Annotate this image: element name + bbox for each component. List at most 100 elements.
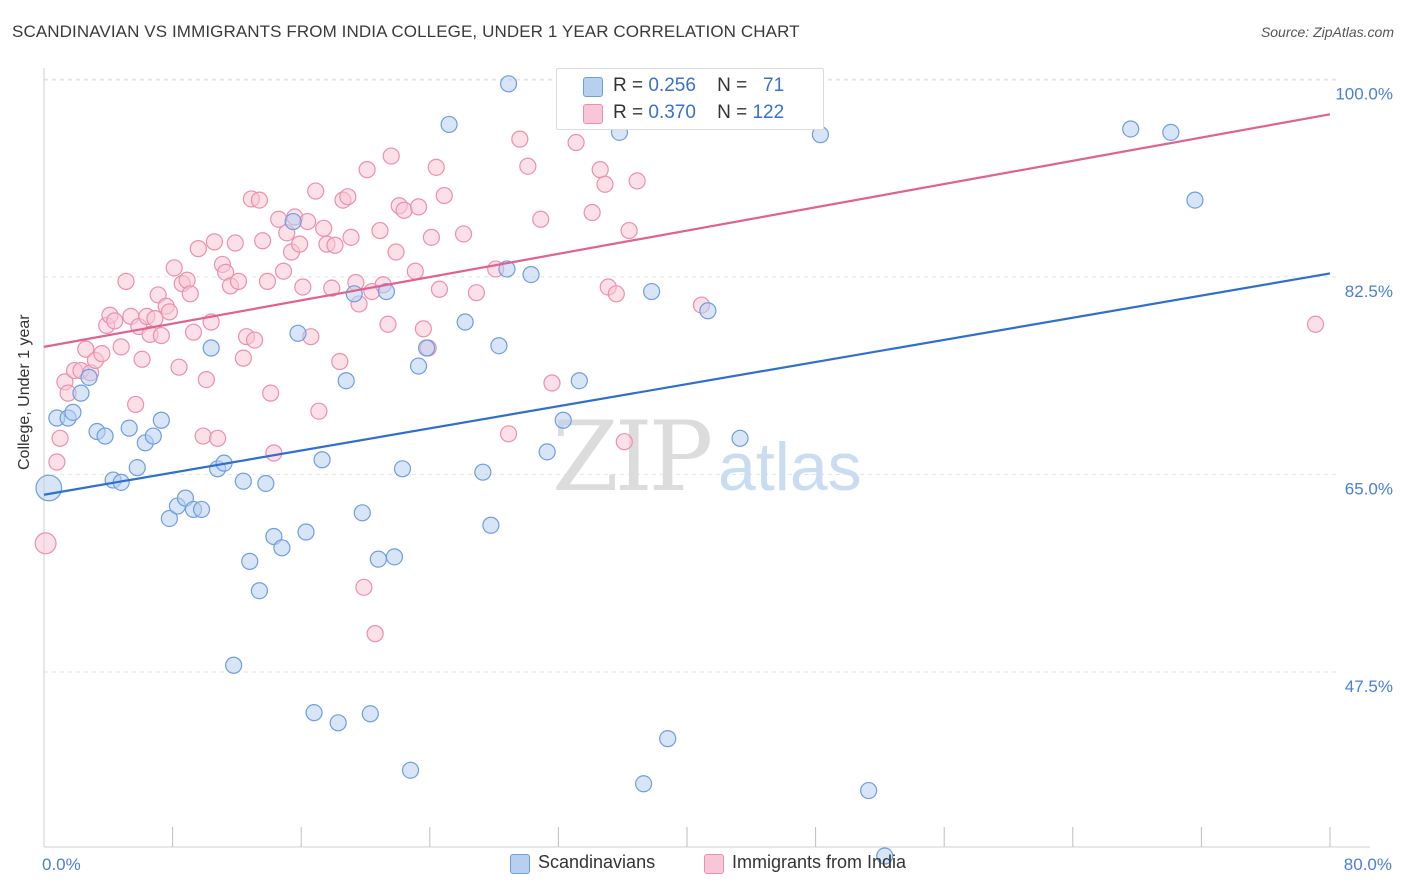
- scandinavian-point: [313, 451, 331, 469]
- scandinavian-point: [35, 474, 63, 502]
- india-point: [382, 147, 400, 165]
- scandinavian-point: [345, 285, 363, 303]
- india-point: [387, 243, 405, 261]
- scandinavian-point: [284, 212, 302, 231]
- scandinavian-point: [1122, 120, 1140, 138]
- india-point: [106, 312, 124, 330]
- india-point: [379, 315, 397, 333]
- india-point: [133, 350, 151, 368]
- india-point: [427, 158, 445, 176]
- india-point: [607, 285, 625, 303]
- india-point: [596, 175, 614, 193]
- legend-swatch-blue: [510, 854, 530, 874]
- india-point: [1306, 315, 1325, 333]
- india-point: [409, 198, 428, 216]
- india-point: [342, 228, 360, 246]
- scandinavian-point: [876, 847, 894, 865]
- series-scandinavians-points: [35, 72, 1204, 865]
- scandinavian-point: [120, 419, 138, 437]
- scandinavian-point: [490, 337, 508, 355]
- india-point: [620, 221, 638, 240]
- legend-r-label: R =: [613, 75, 644, 96]
- india-point: [358, 161, 376, 179]
- india-point: [165, 259, 183, 277]
- chart-source: Source: ZipAtlas.com: [1260, 24, 1394, 40]
- india-point: [395, 201, 413, 219]
- legend-n-label: N =: [717, 75, 748, 96]
- scandinavian-point: [393, 460, 412, 478]
- india-point: [310, 402, 328, 420]
- y-tick-label: 100.0%: [1335, 84, 1393, 103]
- india-point: [127, 395, 145, 414]
- india-point: [511, 130, 529, 148]
- india-point: [414, 320, 432, 338]
- scandinavian-point: [440, 115, 458, 134]
- india-trend-line: [43, 113, 1331, 348]
- scandinavian-point: [417, 339, 436, 357]
- india-point: [315, 219, 333, 237]
- scandinavian-point: [64, 403, 82, 421]
- india-point: [628, 172, 646, 190]
- india-point: [181, 285, 199, 303]
- y-tick-label: 65.0%: [1345, 479, 1393, 498]
- scandinavian-point: [160, 509, 178, 528]
- scandinavian-point: [257, 474, 275, 493]
- scandinavian-point: [250, 582, 269, 600]
- scandinavian-point: [202, 339, 220, 357]
- india-point: [170, 358, 188, 376]
- india-point: [543, 374, 561, 392]
- scandinavian-point: [401, 761, 420, 779]
- india-point: [250, 191, 269, 209]
- scandinavian-point: [456, 313, 474, 331]
- scandinavian-point: [289, 324, 307, 342]
- india-point: [422, 228, 441, 246]
- india-point: [615, 433, 633, 451]
- tick-labels: 100.0% 82.5% 65.0% 47.5% 0.0% 80.0%: [42, 84, 1393, 874]
- series-legend: Scandinavians Immigrants from India: [0, 852, 1406, 880]
- india-point: [339, 188, 357, 206]
- legend-swatch-blue: [583, 77, 603, 97]
- india-point: [274, 262, 293, 280]
- india-point: [265, 444, 283, 462]
- y-axis-label: College, Under 1 year: [16, 314, 33, 470]
- india-point: [355, 578, 373, 596]
- scandinavian-point: [128, 459, 146, 477]
- legend-n-value: 71: [763, 75, 785, 96]
- trend-lines: [43, 113, 1331, 496]
- india-point: [189, 240, 207, 258]
- india-point: [467, 284, 486, 302]
- scandinavian-point: [361, 705, 379, 723]
- scandinavian-point: [570, 372, 588, 390]
- india-point: [194, 427, 212, 445]
- legend-label: Immigrants from India: [732, 852, 907, 872]
- scandinavian-point: [273, 539, 291, 557]
- x-tick-label: 80.0%: [1344, 855, 1392, 874]
- scandinavian-point: [152, 411, 170, 429]
- watermark-zip: ZIP: [552, 401, 711, 513]
- india-point: [93, 345, 111, 363]
- watermark: ZIP atlas: [552, 401, 862, 513]
- india-point: [454, 225, 473, 243]
- grid-lines: [44, 78, 1340, 673]
- legend-swatch-pink: [704, 854, 724, 874]
- scandinavian-point: [474, 463, 492, 481]
- india-point: [583, 203, 601, 222]
- india-point: [205, 233, 223, 251]
- india-point: [371, 221, 389, 240]
- scandinavian-point: [499, 75, 518, 93]
- scandinavian-point: [225, 656, 243, 674]
- legend-label: Scandinavians: [538, 852, 656, 872]
- correlation-legend: R = 0.256 N = 71 R = 0.370 N = 122: [556, 68, 824, 130]
- scandinavian-point: [1186, 191, 1204, 209]
- india-point: [323, 279, 341, 297]
- scandinavian-point: [522, 266, 540, 284]
- scandinavian-point: [234, 472, 252, 490]
- india-point: [77, 340, 95, 358]
- india-point: [532, 210, 550, 228]
- india-point: [34, 532, 57, 555]
- scandinavian-point: [643, 282, 661, 301]
- scandinavian-point: [80, 368, 98, 386]
- india-point: [366, 625, 384, 643]
- india-point: [567, 133, 585, 152]
- y-tick-label: 82.5%: [1345, 282, 1393, 301]
